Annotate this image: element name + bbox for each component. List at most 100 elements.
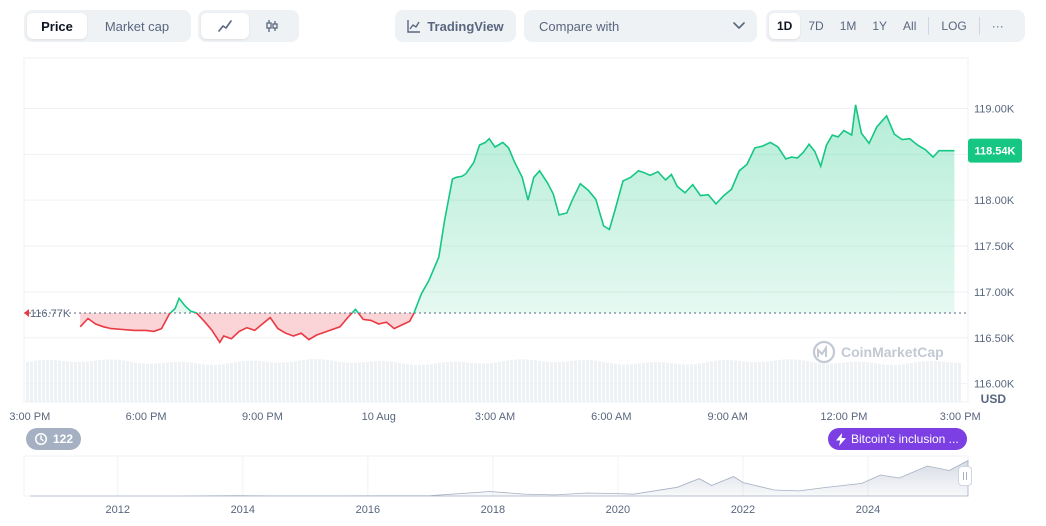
volume-bar	[738, 360, 741, 402]
volume-bar	[322, 359, 325, 402]
volume-bar	[698, 363, 701, 402]
volume-bar	[282, 362, 285, 402]
lightning-icon	[836, 432, 846, 446]
tab-market-cap[interactable]: Market cap	[104, 18, 170, 34]
volume-bar	[126, 361, 129, 402]
volume-bar	[150, 363, 153, 402]
volume-bar	[158, 363, 161, 402]
volume-bar	[218, 364, 221, 402]
volume-bar	[242, 361, 245, 402]
view-tabs: Price Market cap	[24, 10, 191, 42]
volume-bar	[38, 360, 41, 402]
compare-with-dropdown[interactable]: Compare with	[524, 10, 757, 42]
volume-bar	[862, 361, 865, 402]
volume-bar	[918, 361, 921, 402]
volume-bar	[526, 359, 529, 402]
volume-bar	[958, 362, 961, 402]
volume-bar	[510, 359, 513, 402]
volume-bar	[386, 361, 389, 402]
volume-bar	[786, 359, 789, 402]
volume-bar	[42, 359, 45, 402]
volume-bar	[106, 359, 109, 402]
watermark-text: CoinMarketCap	[841, 344, 944, 360]
volume-bar	[662, 362, 665, 402]
volume-bar	[714, 360, 717, 402]
x-tick-label: 9:00 AM	[707, 411, 747, 423]
line-chart-button[interactable]	[201, 13, 249, 39]
volume-bar	[146, 363, 149, 402]
volume-bar	[130, 361, 133, 402]
volume-bar	[594, 360, 597, 402]
volume-bar	[142, 363, 145, 402]
overview-year-label: 2016	[356, 504, 380, 516]
volume-bar	[50, 359, 53, 402]
volume-bar	[826, 363, 829, 402]
volume-bar	[74, 361, 77, 402]
volume-bar	[198, 363, 201, 402]
x-tick-label: 12:00 PM	[820, 411, 867, 423]
volume-bar	[618, 364, 621, 402]
volume-bar	[426, 364, 429, 402]
volume-bar	[690, 364, 693, 402]
volume-bar	[422, 364, 425, 402]
volume-bar	[602, 362, 605, 402]
volume-bar	[694, 363, 697, 402]
volume-bar	[790, 359, 793, 402]
y-tick-label: 116.50K	[974, 333, 1015, 345]
tab-price[interactable]: Price	[27, 13, 87, 39]
volume-bar	[414, 364, 417, 402]
volume-bar	[394, 362, 397, 402]
volume-bar	[954, 362, 957, 402]
volume-bar	[678, 364, 681, 402]
volume-bar	[238, 361, 241, 402]
range-all[interactable]: All	[903, 19, 917, 33]
candlestick-button[interactable]	[249, 13, 297, 39]
range-1d[interactable]: 1D	[769, 13, 801, 39]
volume-bar	[546, 361, 549, 402]
volume-bar	[70, 361, 73, 402]
volume-bar	[334, 361, 337, 402]
volume-bar	[174, 361, 177, 402]
chevron-down-icon	[733, 22, 745, 29]
volume-bar	[542, 361, 545, 402]
volume-bar	[606, 362, 609, 402]
volume-bar	[774, 360, 777, 402]
volume-bar	[58, 360, 61, 402]
more-options-button[interactable]: ···	[991, 19, 1004, 33]
volume-bar	[54, 360, 57, 402]
volume-bar	[26, 362, 29, 402]
volume-bar	[338, 361, 341, 402]
log-scale-button[interactable]: LOG	[941, 19, 967, 33]
volume-bar	[726, 360, 729, 402]
volume-bar	[886, 364, 889, 402]
range-7d[interactable]: 7D	[808, 19, 824, 33]
volume-bar	[354, 362, 357, 402]
volume-bar	[382, 361, 385, 402]
volume-bar	[438, 362, 441, 402]
tradingview-button[interactable]: TradingView	[395, 10, 516, 42]
range-1y[interactable]: 1Y	[872, 19, 888, 33]
volume-bar	[582, 360, 585, 402]
volume-bar	[482, 363, 485, 402]
x-axis: 3:00 PM 6:00 PM 9:00 PM 10 Aug 3:00 AM 6:00 A…	[9, 411, 980, 423]
range-1m[interactable]: 1M	[839, 19, 857, 33]
overview-range-handle[interactable]	[958, 466, 972, 486]
volume-bar	[494, 362, 497, 402]
volume-bar	[406, 364, 409, 402]
volume-bar	[378, 361, 381, 402]
events-count-pill[interactable]: 122	[26, 428, 82, 450]
volume-bar	[746, 361, 749, 402]
volume-bar	[650, 362, 653, 402]
volume-bar	[818, 362, 821, 402]
history-icon	[34, 432, 48, 446]
volume-bar	[266, 361, 269, 402]
news-event-pill[interactable]: Bitcoin's inclusion ...	[828, 428, 967, 450]
volume-bar	[474, 363, 477, 402]
volume-bar	[138, 363, 141, 402]
x-tick-label: 9:00 PM	[242, 411, 283, 423]
volume-bar	[770, 360, 773, 402]
x-tick-label: 10 Aug	[362, 411, 396, 423]
volume-bar	[278, 362, 281, 402]
volume-bar	[86, 361, 89, 402]
